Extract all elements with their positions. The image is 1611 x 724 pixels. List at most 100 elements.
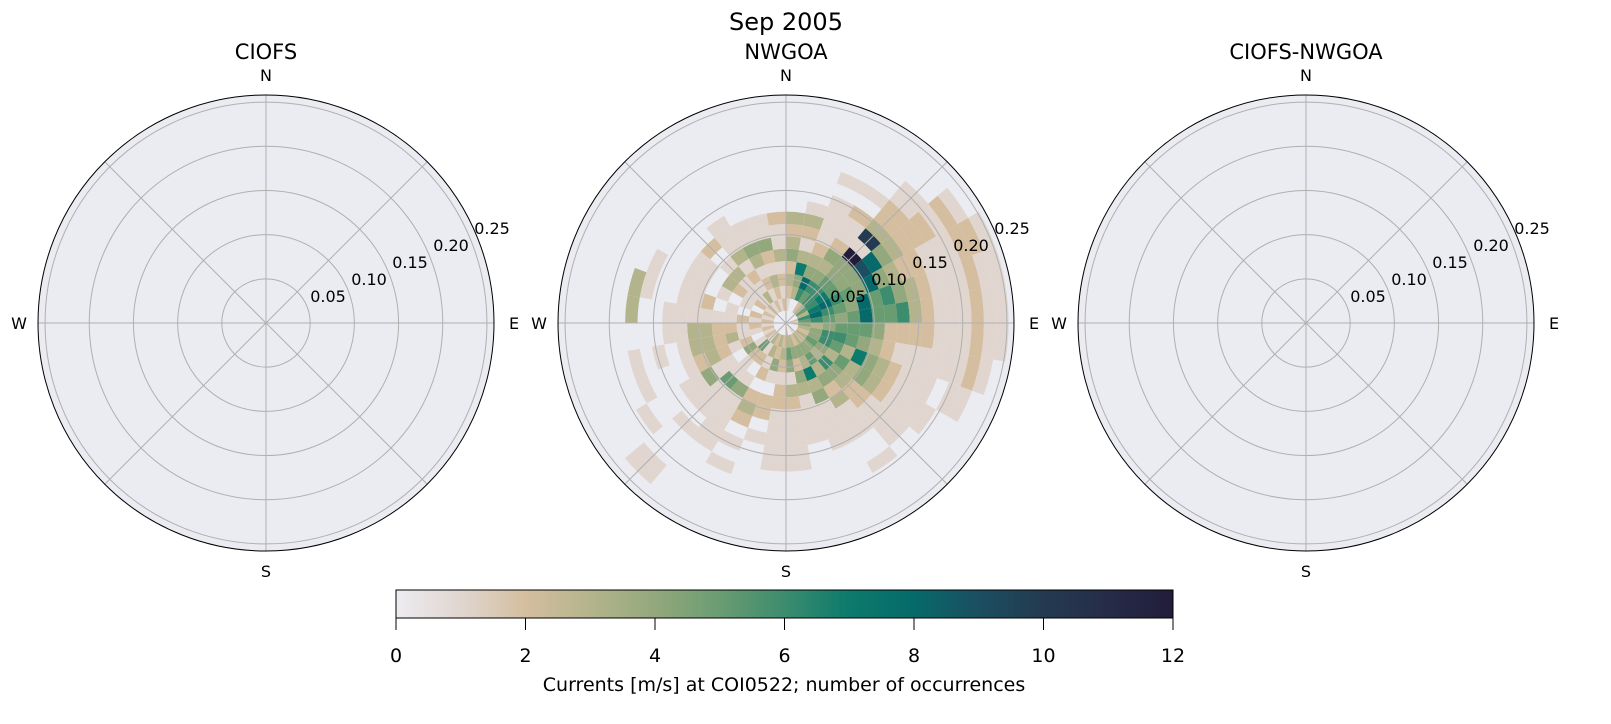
histogram-cell bbox=[662, 301, 677, 323]
histogram-cell bbox=[730, 218, 753, 238]
histogram-cell bbox=[844, 297, 860, 313]
histogram-cell bbox=[855, 335, 872, 353]
panel-title: CIOFS bbox=[235, 40, 297, 64]
histogram-cell bbox=[754, 351, 768, 366]
histogram-cell bbox=[795, 307, 808, 317]
histogram-cell bbox=[937, 187, 969, 225]
histogram-cell bbox=[920, 323, 935, 349]
histogram-cell bbox=[786, 298, 791, 311]
histogram-cell bbox=[819, 408, 842, 428]
histogram-cell bbox=[820, 306, 835, 317]
histogram-cell bbox=[786, 444, 810, 460]
histogram-cell bbox=[779, 285, 786, 299]
histogram-cell bbox=[636, 403, 663, 435]
histogram-cell bbox=[890, 342, 908, 366]
histogram-cell bbox=[890, 227, 915, 255]
histogram-cell bbox=[983, 246, 1006, 287]
histogram-cell bbox=[937, 350, 957, 383]
histogram-cell bbox=[777, 273, 786, 287]
histogram-cell bbox=[777, 298, 784, 312]
histogram-cell bbox=[859, 323, 873, 339]
histogram-cell bbox=[754, 280, 768, 295]
histogram-cell bbox=[770, 332, 780, 345]
colorbar-tick-label: 0 bbox=[390, 645, 402, 667]
histogram-cell bbox=[883, 303, 898, 323]
histogram-cell bbox=[738, 370, 756, 388]
histogram-cell bbox=[803, 213, 825, 230]
histogram-cell bbox=[814, 341, 829, 355]
histogram-cell bbox=[700, 293, 717, 311]
histogram-cell bbox=[893, 254, 914, 281]
histogram-cell bbox=[907, 323, 923, 347]
histogram-cell bbox=[761, 318, 774, 323]
radial-tick-label: 0.20 bbox=[1473, 236, 1509, 255]
histogram-cell bbox=[747, 213, 769, 230]
histogram-cell bbox=[732, 283, 749, 299]
histogram-cell bbox=[786, 285, 793, 299]
histogram-cell bbox=[936, 230, 961, 264]
histogram-cell bbox=[749, 310, 763, 319]
histogram-cell bbox=[907, 299, 923, 323]
polar-panel-ciofs: CIOFS 0.05 0.10 0.15 0.20 0.25 N S E W bbox=[11, 40, 519, 581]
histogram-cell bbox=[770, 236, 786, 250]
histogram-cell bbox=[944, 292, 960, 323]
histogram-cell bbox=[689, 251, 711, 274]
histogram-cell bbox=[823, 248, 842, 267]
histogram-cell bbox=[721, 353, 739, 371]
angular-gridline bbox=[1144, 161, 1307, 324]
histogram-cell bbox=[880, 384, 904, 411]
histogram-cell bbox=[676, 284, 693, 306]
histogram-cell bbox=[700, 366, 720, 387]
angular-gridline bbox=[1144, 322, 1307, 485]
direction-label-n: N bbox=[780, 66, 792, 85]
histogram-cell bbox=[764, 262, 778, 277]
angular-gridline bbox=[104, 322, 267, 485]
histogram-cell bbox=[811, 387, 830, 405]
histogram-cell bbox=[736, 323, 750, 332]
histogram-cell bbox=[678, 378, 701, 403]
histogram-cell bbox=[805, 427, 829, 445]
histogram-cell bbox=[786, 335, 791, 348]
histogram-cell bbox=[699, 307, 713, 323]
histogram-cell bbox=[773, 333, 782, 347]
histogram-cell bbox=[972, 251, 994, 289]
histogram-cell bbox=[804, 351, 818, 366]
histogram-cell bbox=[786, 323, 789, 336]
histogram-cell bbox=[625, 295, 640, 323]
histogram-cell bbox=[700, 335, 717, 353]
histogram-cell bbox=[839, 344, 856, 361]
histogram-cell bbox=[711, 310, 726, 323]
histogram-cell bbox=[794, 262, 808, 277]
histogram-cell bbox=[766, 211, 786, 226]
histogram-cell bbox=[748, 316, 762, 323]
histogram-cell bbox=[797, 314, 811, 321]
histogram-cell bbox=[730, 379, 749, 398]
histogram-cell bbox=[730, 248, 749, 267]
histogram-cell bbox=[786, 236, 802, 250]
histogram-cell bbox=[761, 314, 775, 321]
colorbar-tick-label: 10 bbox=[1031, 645, 1055, 667]
histogram-cell bbox=[925, 348, 945, 379]
histogram-cell bbox=[937, 263, 957, 296]
colorbar: 0 2 4 6 8 10 12 Currents [m/s] at COI0522; num… bbox=[390, 589, 1185, 696]
histogram-cell bbox=[705, 451, 736, 475]
histogram-cell bbox=[936, 382, 961, 416]
histogram-cell bbox=[773, 299, 782, 313]
histogram-cell bbox=[762, 327, 776, 336]
histogram-cell bbox=[835, 226, 858, 248]
histogram-cell bbox=[846, 310, 861, 323]
histogram-cell bbox=[867, 338, 884, 357]
histogram-cell bbox=[736, 398, 757, 417]
histogram-cell bbox=[866, 446, 898, 473]
histogram-cell bbox=[814, 291, 829, 305]
figure-suptitle: Sep 2005 bbox=[729, 8, 843, 36]
histogram-cell bbox=[807, 376, 824, 393]
histogram-cell bbox=[903, 369, 926, 398]
histogram-cell bbox=[811, 241, 830, 259]
angular-gridline bbox=[624, 322, 787, 485]
histogram-cell bbox=[920, 297, 935, 323]
histogram-cell bbox=[804, 335, 819, 347]
histogram-cell bbox=[968, 288, 984, 323]
histogram-cell bbox=[824, 419, 848, 440]
histogram-cell bbox=[743, 291, 758, 305]
